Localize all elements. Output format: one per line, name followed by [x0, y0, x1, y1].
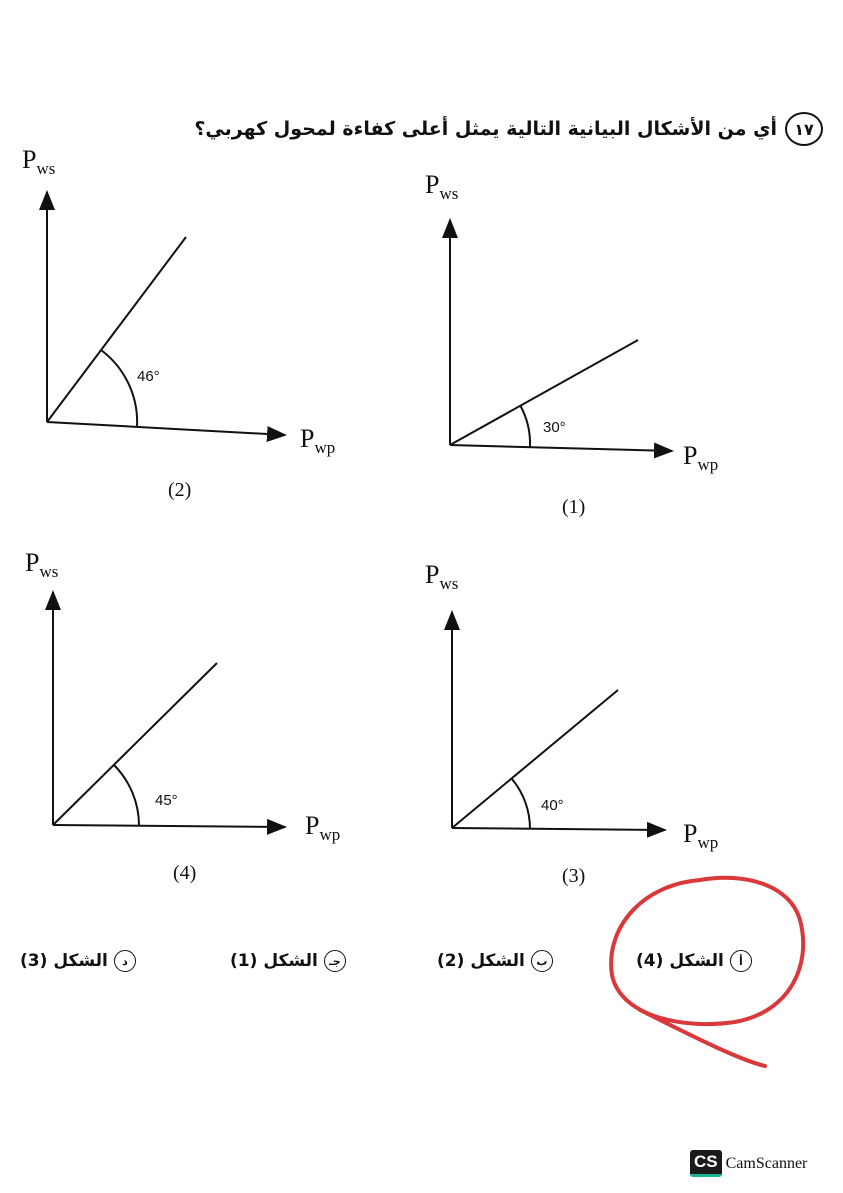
answer-circle-annotation: [609, 875, 806, 1068]
question-number: ١٧: [785, 112, 823, 146]
option-letter: جـ: [323, 950, 346, 972]
angle-arc: [113, 764, 141, 827]
x-axis: [449, 442, 674, 459]
angle-arc: [519, 404, 532, 448]
camscanner-watermark: CS CamScanner: [690, 1150, 807, 1177]
figure-caption: (4): [173, 862, 196, 884]
angle-label: 45°: [155, 792, 178, 809]
option-b[interactable]: ب الشكل (2): [437, 950, 553, 972]
angle-label: 46°: [137, 368, 160, 385]
graph-line: [52, 662, 218, 826]
angle-arc: [511, 778, 532, 830]
x-axis: [46, 421, 287, 443]
x-label: Pwp: [305, 811, 340, 844]
x-label: Pwp: [300, 424, 335, 457]
option-text: الشكل (4): [636, 951, 724, 971]
x-label: Pwp: [683, 441, 718, 474]
x-axis: [52, 818, 287, 835]
camscanner-text: CamScanner: [725, 1154, 808, 1172]
x-axis: [451, 821, 667, 838]
option-c[interactable]: جـ الشكل (1): [230, 950, 346, 972]
option-text: الشكل (1): [230, 951, 318, 971]
option-text: الشكل (2): [437, 951, 525, 971]
y-label: Pws: [22, 145, 55, 178]
figure-1: [442, 218, 674, 459]
x-label: Pwp: [683, 819, 718, 852]
y-label: Pws: [425, 560, 458, 593]
question: ١٧ أي من الأشكال البيانية التالية يمثل أ…: [194, 112, 823, 146]
option-d[interactable]: د الشكل (3): [20, 950, 136, 972]
graph-line: [451, 689, 619, 829]
figure-3: [444, 610, 667, 838]
option-letter: ب: [530, 950, 553, 972]
graph-line: [46, 236, 187, 423]
y-label: Pws: [25, 548, 58, 581]
y-label: Pws: [425, 170, 458, 203]
figure-4: [45, 590, 287, 835]
option-a[interactable]: أ الشكل (4): [636, 950, 752, 972]
camscanner-logo: CS: [690, 1150, 722, 1177]
figure-caption: (1): [562, 496, 585, 518]
figure-2: [39, 190, 287, 443]
option-letter: د: [113, 950, 136, 972]
graph-line: [449, 339, 639, 446]
question-text: أي من الأشكال البيانية التالية يمثل أعلى…: [194, 118, 777, 140]
angle-label: 30°: [543, 419, 566, 436]
option-letter: أ: [729, 950, 752, 972]
angle-label: 40°: [541, 797, 564, 814]
angle-arc: [100, 349, 139, 428]
figure-caption: (2): [168, 479, 191, 501]
figure-caption: (3): [562, 865, 585, 887]
option-text: الشكل (3): [20, 951, 108, 971]
